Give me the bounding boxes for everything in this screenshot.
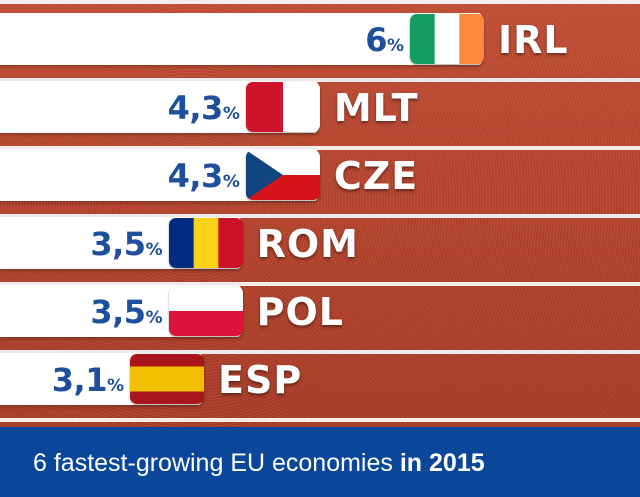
caption-footer [0, 427, 640, 497]
value-label-esp: 3,1% [0, 360, 124, 400]
category-label-pol: POL [256, 290, 344, 334]
lane-line [0, 214, 640, 218]
bar-row-irl: 6% IRL [0, 13, 640, 65]
romania-flag-icon [168, 218, 243, 268]
value-unit: % [386, 36, 404, 56]
bar-row-pol: 3,5% POL [0, 285, 640, 337]
value-label-rom: 3,5% [0, 224, 163, 264]
bar-row-cze: 4,3% CZE [0, 149, 640, 201]
czech-flag-icon [245, 150, 320, 200]
category-label-cze: CZE [333, 154, 419, 198]
lane-line [0, 418, 640, 422]
lane-line [0, 78, 640, 82]
bar-irl [0, 13, 482, 65]
value-unit: % [222, 104, 240, 124]
lane-line [0, 282, 640, 286]
value-number: 4,3 [167, 157, 224, 195]
category-label-mlt: MLT [333, 86, 419, 130]
bar-row-rom: 3,5% ROM [0, 217, 640, 269]
value-unit: % [106, 376, 124, 396]
value-label-pol: 3,5% [0, 292, 163, 332]
value-number: 6 [365, 21, 387, 59]
category-label-irl: IRL [498, 18, 569, 62]
value-label-irl: 6% [0, 20, 404, 60]
value-label-cze: 4,3% [0, 156, 240, 196]
bar-row-mlt: 4,3% MLT [0, 81, 640, 133]
value-number: 4,3 [167, 89, 224, 127]
ireland-flag-icon [410, 14, 484, 64]
lane-line [0, 0, 640, 4]
value-number: 3,5 [90, 225, 146, 263]
category-label-esp: ESP [218, 358, 303, 402]
value-number: 3,1 [51, 361, 108, 399]
value-label-mlt: 4,3% [0, 88, 240, 128]
chart-title-text: 6 fastest-growing EU economies [33, 449, 393, 477]
bar-row-esp: 3,1% ESP [0, 353, 640, 405]
poland-flag-icon [168, 286, 243, 336]
lane-line [0, 146, 640, 150]
value-unit: % [145, 308, 163, 328]
value-unit: % [222, 172, 240, 192]
lane-line [0, 350, 640, 354]
category-label-rom: ROM [256, 222, 359, 266]
malta-flag-icon [245, 82, 320, 132]
chart-title-bold: in 2015 [399, 449, 485, 477]
value-number: 3,5 [90, 293, 146, 331]
chart-title: 6 fastest-growing EU economies in 2015 [33, 449, 485, 478]
value-unit: % [145, 240, 163, 260]
spain-flag-icon [130, 354, 204, 404]
